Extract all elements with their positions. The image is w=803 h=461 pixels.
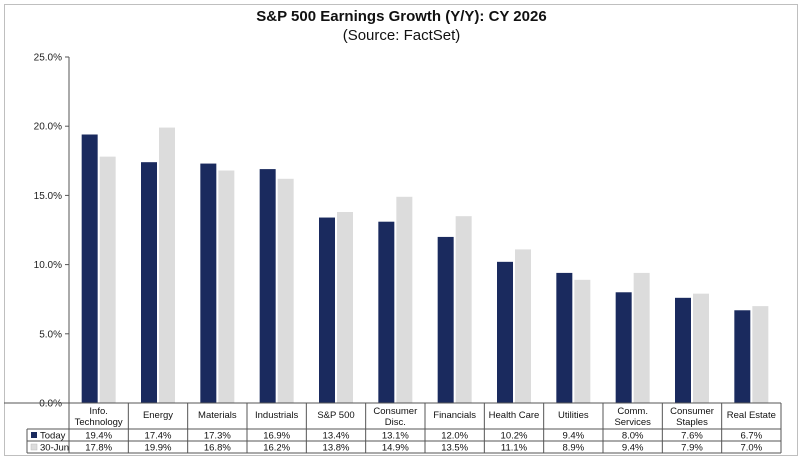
bar-30-jun (515, 249, 531, 403)
data-label: 14.9% (382, 443, 409, 454)
bar-30-jun (396, 196, 413, 403)
bar-today (675, 297, 691, 403)
bar-30-jun (159, 127, 175, 404)
x-tick-label: Technology (75, 417, 123, 428)
x-tick-label: Consumer (670, 406, 714, 417)
data-label: 7.9% (681, 443, 703, 454)
x-tick-label: Health Care (489, 410, 540, 421)
x-tick-label: Disc. (385, 417, 406, 428)
y-tick-label: 25.0% (34, 53, 62, 64)
legend-swatch-today (31, 432, 37, 438)
bar-30-jun (752, 306, 769, 403)
x-tick-label: Energy (143, 410, 173, 421)
bar-30-jun (574, 279, 591, 403)
bar-today (378, 221, 395, 403)
data-label: 10.2% (501, 431, 528, 442)
bar-today (556, 272, 573, 403)
data-label: 13.1% (382, 431, 409, 442)
bar-today (200, 163, 217, 403)
data-label: 19.4% (85, 431, 112, 442)
bar-30-jun (218, 170, 235, 403)
data-label: 6.7% (741, 431, 763, 442)
x-tick-label: Info. (89, 406, 108, 417)
bar-today (615, 292, 632, 403)
x-tick-label: Materials (198, 410, 237, 421)
data-label: 8.0% (622, 431, 644, 442)
data-label: 17.8% (85, 443, 112, 454)
x-tick-label: Real Estate (727, 410, 776, 421)
y-tick-label: 0.0% (39, 399, 62, 410)
bar-today (734, 310, 751, 403)
bar-today (437, 236, 454, 403)
x-tick-label: Utilities (558, 410, 589, 421)
bar-30-jun (455, 216, 472, 403)
bar-30-jun (337, 212, 353, 403)
x-tick-label: Services (614, 417, 651, 428)
data-label: 16.9% (263, 431, 290, 442)
data-label: 17.4% (145, 431, 172, 442)
x-tick-label: Industrials (255, 410, 299, 421)
chart-title: S&P 500 Earnings Growth (Y/Y): CY 2026 (256, 8, 547, 25)
data-label: 13.4% (323, 431, 350, 442)
bar-30-jun (693, 293, 709, 403)
y-tick-label: 15.0% (34, 191, 62, 202)
x-tick-label: Comm. (617, 406, 648, 417)
data-label: 7.6% (681, 431, 703, 442)
y-tick-label: 20.0% (34, 122, 62, 133)
x-tick-label: Staples (676, 417, 708, 428)
bar-today (259, 169, 276, 403)
legend-swatch-30-jun (30, 443, 38, 451)
bar-30-jun (99, 156, 116, 403)
legend-label: Today (40, 431, 66, 442)
bar-today (319, 217, 335, 403)
bar-today (497, 261, 513, 403)
x-tick-label: Consumer (373, 406, 417, 417)
data-label: 7.0% (741, 443, 763, 454)
data-label: 8.9% (563, 443, 585, 454)
y-tick-label: 10.0% (34, 260, 62, 271)
data-label: 17.3% (204, 431, 231, 442)
data-label: 9.4% (622, 443, 644, 454)
data-label: 16.2% (263, 443, 290, 454)
data-label: 13.5% (441, 443, 468, 454)
data-label: 19.9% (145, 443, 172, 454)
data-label: 16.8% (204, 443, 231, 454)
bar-30-jun (633, 272, 650, 403)
chart-subtitle: (Source: FactSet) (342, 27, 461, 44)
data-label: 9.4% (563, 431, 585, 442)
data-label: 13.8% (323, 443, 350, 454)
bar-today (141, 162, 157, 403)
legend-label: 30-Jun (40, 443, 69, 454)
x-tick-label: Financials (433, 410, 476, 421)
bar-30-jun (277, 178, 294, 403)
x-tick-label: S&P 500 (317, 410, 354, 421)
data-label: 11.1% (501, 443, 528, 454)
y-tick-label: 5.0% (39, 329, 62, 340)
data-label: 12.0% (441, 431, 468, 442)
bar-today (81, 134, 98, 403)
